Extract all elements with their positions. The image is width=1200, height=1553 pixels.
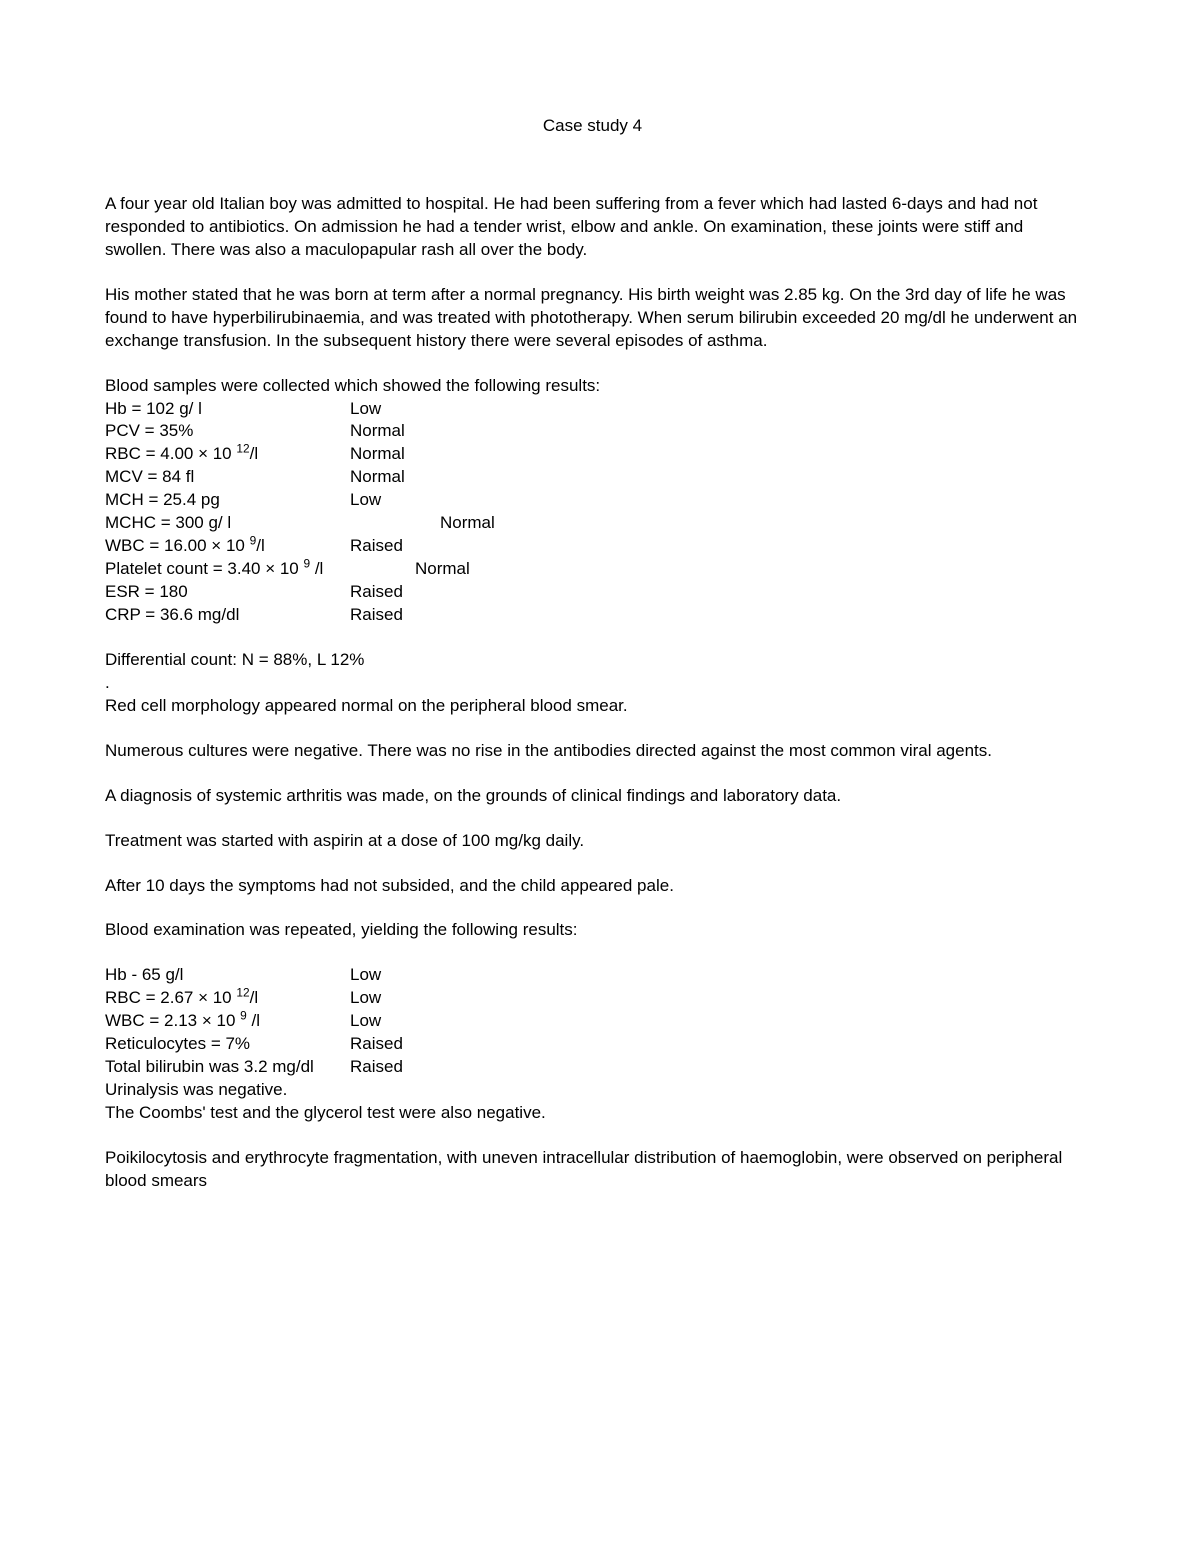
lab-label: RBC = 2.67 × 10 12/l: [105, 987, 350, 1010]
lab-row: Total bilirubin was 3.2 mg/dlRaised: [105, 1056, 1080, 1079]
lab-intro-2: Blood examination was repeated, yielding…: [105, 919, 1080, 942]
lab-row: PCV = 35%Normal: [105, 420, 1080, 443]
paragraph-history: His mother stated that he was born at te…: [105, 284, 1080, 353]
lab-value: Low: [350, 987, 381, 1010]
lab-value: Raised: [350, 581, 403, 604]
lab-value: Raised: [350, 535, 403, 558]
lab-label: CRP = 36.6 mg/dl: [105, 604, 350, 627]
lab-label: MCV = 84 fl: [105, 466, 350, 489]
lab-value: Normal: [350, 420, 405, 443]
case-study-title: Case study 4: [105, 115, 1080, 138]
after-10-days: After 10 days the symptoms had not subsi…: [105, 875, 1080, 898]
diagnosis: A diagnosis of systemic arthritis was ma…: [105, 785, 1080, 808]
lab-label: Hb - 65 g/l: [105, 964, 350, 987]
coombs-glycerol: The Coombs' test and the glycerol test w…: [105, 1102, 1080, 1125]
dot-line: .: [105, 672, 1080, 695]
poikilocytosis: Poikilocytosis and erythrocyte fragmenta…: [105, 1147, 1080, 1193]
lab-value: Low: [350, 398, 381, 421]
lab-label: Reticulocytes = 7%: [105, 1033, 350, 1056]
lab-value: Normal: [350, 466, 405, 489]
lab-label: Hb = 102 g/ l: [105, 398, 350, 421]
document-page: Case study 4 A four year old Italian boy…: [0, 0, 1200, 1553]
lab-row: Platelet count = 3.40 × 10 9 /lNormal: [105, 558, 1080, 581]
lab-value: Low: [350, 964, 381, 987]
lab-row: RBC = 4.00 × 10 12/lNormal: [105, 443, 1080, 466]
lab-row: MCHC = 300 g/ l Normal: [105, 512, 1080, 535]
lab-row: WBC = 2.13 × 10 9 /lLow: [105, 1010, 1080, 1033]
lab-value: Normal: [350, 443, 405, 466]
lab-row: WBC = 16.00 × 10 9/lRaised: [105, 535, 1080, 558]
lab-row: CRP = 36.6 mg/dlRaised: [105, 604, 1080, 627]
lab-label: WBC = 2.13 × 10 9 /l: [105, 1010, 350, 1033]
differential-count: Differential count: N = 88%, L 12%: [105, 649, 1080, 672]
lab-row: Hb = 102 g/ lLow: [105, 398, 1080, 421]
morphology-1: Red cell morphology appeared normal on t…: [105, 695, 1080, 718]
lab-label: MCH = 25.4 pg: [105, 489, 350, 512]
lab-label: Platelet count = 3.40 × 10 9 /l: [105, 558, 415, 581]
lab-label: RBC = 4.00 × 10 12/l: [105, 443, 350, 466]
lab-results-1: Hb = 102 g/ lLowPCV = 35%NormalRBC = 4.0…: [105, 398, 1080, 627]
lab-value: Raised: [350, 1056, 403, 1079]
paragraph-presentation: A four year old Italian boy was admitted…: [105, 193, 1080, 262]
lab-value: Raised: [350, 1033, 403, 1056]
lab-value: Low: [350, 1010, 381, 1033]
lab-value: Low: [350, 489, 381, 512]
lab-row: MCV = 84 flNormal: [105, 466, 1080, 489]
lab-value: Raised: [350, 604, 403, 627]
lab-value: Normal: [415, 558, 470, 581]
cultures-result: Numerous cultures were negative. There w…: [105, 740, 1080, 763]
lab-row: Hb - 65 g/lLow: [105, 964, 1080, 987]
urinalysis: Urinalysis was negative.: [105, 1079, 1080, 1102]
lab-label: Total bilirubin was 3.2 mg/dl: [105, 1056, 350, 1079]
lab-row: MCH = 25.4 pgLow: [105, 489, 1080, 512]
lab-intro-1: Blood samples were collected which showe…: [105, 375, 1080, 398]
lab-row: RBC = 2.67 × 10 12/lLow: [105, 987, 1080, 1010]
lab-label: WBC = 16.00 × 10 9/l: [105, 535, 350, 558]
lab-label: ESR = 180: [105, 581, 350, 604]
treatment: Treatment was started with aspirin at a …: [105, 830, 1080, 853]
lab-row: ESR = 180Raised: [105, 581, 1080, 604]
lab-label: PCV = 35%: [105, 420, 350, 443]
lab-row: Reticulocytes = 7%Raised: [105, 1033, 1080, 1056]
lab-label: MCHC = 300 g/ l: [105, 512, 350, 535]
lab-results-2: Hb - 65 g/lLowRBC = 2.67 × 10 12/lLowWBC…: [105, 964, 1080, 1079]
lab-value: Normal: [440, 512, 495, 535]
